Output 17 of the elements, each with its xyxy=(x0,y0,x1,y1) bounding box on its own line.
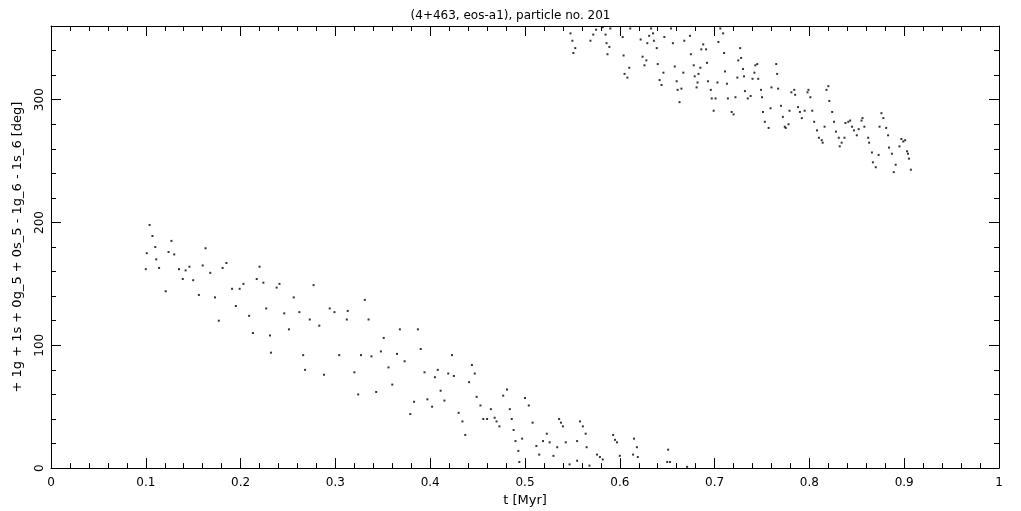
y-tick-label: 100 xyxy=(32,333,46,357)
x-tick-label: 0.3 xyxy=(325,475,345,490)
y-tick-label: 300 xyxy=(32,88,46,112)
x-tick-label: 0.8 xyxy=(799,475,819,490)
x-tick-label: 0.7 xyxy=(705,475,725,490)
x-tick-label: 0.6 xyxy=(610,475,630,490)
x-tick-label: 0.5 xyxy=(515,475,535,490)
x-tick-label: 0.4 xyxy=(420,475,440,490)
x-tick-label: 1 xyxy=(995,475,1003,490)
y-axis-title: + 1g + 1s + 0g_5 + 0s_5 - 1g_6 - 1s_6 [deg] xyxy=(9,101,24,393)
x-axis-title: t [Myr] xyxy=(503,492,547,507)
chart-title: (4+463, eos-a1), particle no. 201 xyxy=(410,8,611,22)
x-tick-label: 0.2 xyxy=(231,475,251,490)
y-tick-label: 200 xyxy=(32,211,46,234)
y-tick-label: 0 xyxy=(32,464,46,472)
x-tick-label: 0.1 xyxy=(136,475,156,490)
x-tick-label: 0.9 xyxy=(894,475,914,490)
